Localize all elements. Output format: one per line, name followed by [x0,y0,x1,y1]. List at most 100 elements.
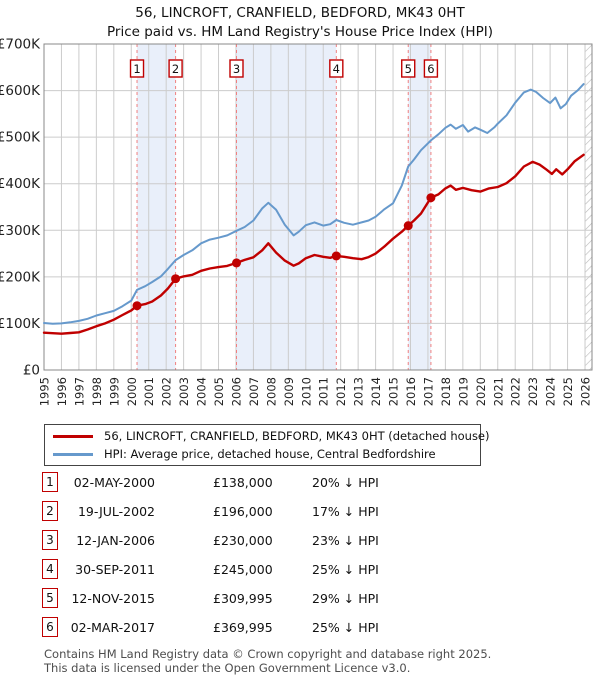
x-tick-label: 2004 [195,377,209,406]
sale-price: £245,000 [213,562,273,577]
sale-date: 12-JAN-2006 [76,533,155,548]
legend-label-property: 56, LINCROFT, CRANFIELD, BEDFORD, MK43 0… [104,429,490,443]
x-tick-label: 2007 [247,377,261,406]
sale-price: £309,995 [213,591,273,606]
x-tick-label: 2016 [404,377,418,406]
y-tick-label: £400K [0,176,41,192]
x-tick-label: 2020 [474,377,488,406]
y-tick-label: £0 [23,363,40,379]
x-tick-label: 2026 [579,377,593,406]
sale-number-box [329,59,344,78]
legend-label-hpi: HPI: Average price, detached house, Cent… [104,447,436,461]
sale-number-badge: 5 [42,588,58,608]
sale-price: £230,000 [213,533,273,548]
sale-price: £196,000 [213,504,273,519]
x-tick-label: 1998 [90,377,104,406]
sale-number-box [401,59,416,78]
page-title: 56, LINCROFT, CRANFIELD, BEDFORD, MK43 0… [135,5,465,21]
sale-dot [132,301,142,311]
x-tick-label: 2003 [177,377,191,406]
legend-item-hpi: HPI: Average price, detached house, Cent… [53,447,480,462]
sale-number-label: 4 [333,62,340,76]
table-row: 2 19-JUL-2002 £196,000 17% ↓ HPI [42,499,572,528]
sale-hpi-diff: 29% ↓ HPI [312,591,379,606]
x-tick-label: 2014 [369,377,383,406]
table-row: 1 02-MAY-2000 £138,000 20% ↓ HPI [42,470,572,499]
sale-date: 02-MAR-2017 [70,620,155,635]
x-tick-label: 2001 [142,377,156,406]
sale-hpi-diff: 25% ↓ HPI [312,620,379,635]
sales-table: 1 02-MAY-2000 £138,000 20% ↓ HPI 2 19-JU… [42,470,572,644]
x-tick-label: 2011 [317,377,331,406]
x-tick-label: 2010 [299,377,313,406]
sale-number-label: 2 [172,62,179,76]
hpi-line-swatch [53,452,93,456]
x-tick-label: 2012 [334,377,348,406]
x-tick-label: 2019 [456,377,470,406]
ownership-band [236,44,337,370]
sale-number-badge: 3 [42,530,58,550]
y-tick-label: £200K [0,269,41,285]
sale-number-box [423,59,439,78]
x-tick-label: 1995 [38,377,52,406]
y-tick-label: £500K [0,130,41,146]
x-tick-label: 2022 [509,377,523,406]
sale-hpi-diff: 23% ↓ HPI [312,533,379,548]
sale-number-box [229,59,244,78]
x-tick-label: 2009 [282,377,296,406]
sale-date: 12-NOV-2015 [71,591,155,606]
ownership-band [408,44,431,370]
sale-hpi-diff: 17% ↓ HPI [312,504,379,519]
table-row: 3 12-JAN-2006 £230,000 23% ↓ HPI [42,528,572,557]
sale-number-label: 6 [427,62,434,76]
property-line-swatch [53,434,93,438]
sale-hpi-diff: 25% ↓ HPI [312,562,379,577]
table-row: 6 02-MAR-2017 £369,995 25% ↓ HPI [42,615,572,644]
future-hatch [585,44,592,370]
x-tick-label: 2006 [229,377,243,406]
hpi-line [43,83,585,325]
sale-dot [331,251,341,261]
legend-item-property: 56, LINCROFT, CRANFIELD, BEDFORD, MK43 0… [53,429,490,444]
sale-number-box [129,59,145,78]
sale-dot [171,274,181,284]
sale-number-label: 1 [133,62,140,76]
x-tick-label: 2015 [387,377,401,406]
x-tick-label: 2002 [160,377,174,406]
x-tick-label: 2025 [561,377,575,406]
sale-number-box [168,59,183,78]
y-tick-label: £600K [0,83,41,99]
sale-number-badge: 1 [42,472,58,492]
footer-line1: Contains HM Land Registry data © Crown c… [44,647,492,661]
plot-border [43,43,593,371]
sale-date: 02-MAY-2000 [73,475,155,490]
x-tick-label: 1999 [107,377,121,406]
sale-dot [231,258,241,268]
sale-number-label: 5 [405,62,412,76]
x-tick-label: 2023 [526,377,540,406]
x-tick-label: 1996 [55,377,69,406]
page-subtitle: Price paid vs. HM Land Registry's House … [107,24,493,40]
y-tick-label: £300K [0,223,41,239]
x-tick-label: 2013 [352,377,366,406]
sale-number-badge: 2 [42,501,58,521]
x-tick-label: 2000 [125,377,139,406]
sale-number-label: 3 [233,62,240,76]
y-tick-label: £100K [0,316,41,332]
sale-number-badge: 4 [42,559,58,579]
sale-date: 19-JUL-2002 [77,504,155,519]
license-footer: Contains HM Land Registry data © Crown c… [44,647,492,675]
sale-date: 30-SEP-2011 [75,562,155,577]
x-tick-label: 1997 [72,377,86,406]
x-tick-label: 2024 [544,377,558,406]
x-tick-label: 2017 [421,377,435,406]
x-tick-label: 2008 [264,377,278,406]
sale-dot [426,193,436,203]
chart-legend: 56, LINCROFT, CRANFIELD, BEDFORD, MK43 0… [44,424,490,466]
sale-price: £138,000 [213,475,273,490]
ownership-band [137,44,176,370]
table-row: 5 12-NOV-2015 £309,995 29% ↓ HPI [42,586,572,615]
table-row: 4 30-SEP-2011 £245,000 25% ↓ HPI [42,557,572,586]
x-tick-label: 2005 [212,377,226,406]
